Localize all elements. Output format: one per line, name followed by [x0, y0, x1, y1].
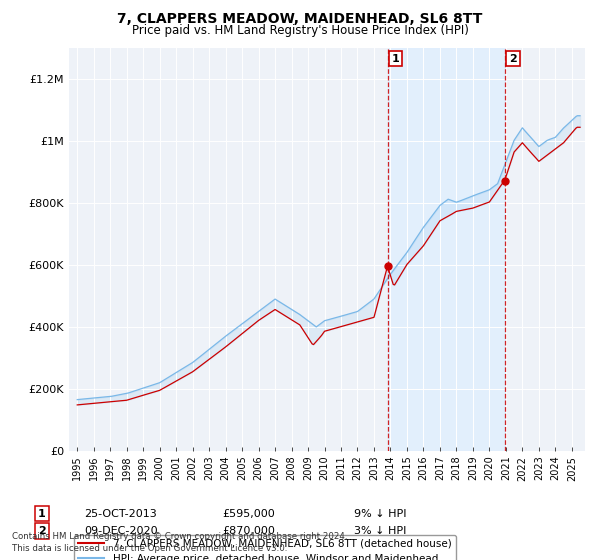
- Text: 3% ↓ HPI: 3% ↓ HPI: [354, 526, 406, 536]
- Text: Price paid vs. HM Land Registry's House Price Index (HPI): Price paid vs. HM Land Registry's House …: [131, 24, 469, 36]
- Text: 7, CLAPPERS MEADOW, MAIDENHEAD, SL6 8TT: 7, CLAPPERS MEADOW, MAIDENHEAD, SL6 8TT: [118, 12, 482, 26]
- Text: £595,000: £595,000: [222, 508, 275, 519]
- Text: 2: 2: [509, 54, 517, 64]
- Text: 1: 1: [392, 54, 400, 64]
- Text: 25-OCT-2013: 25-OCT-2013: [84, 508, 157, 519]
- Text: 09-DEC-2020: 09-DEC-2020: [84, 526, 158, 536]
- Legend: 7, CLAPPERS MEADOW, MAIDENHEAD, SL6 8TT (detached house), HPI: Average price, de: 7, CLAPPERS MEADOW, MAIDENHEAD, SL6 8TT …: [74, 535, 455, 560]
- Text: £870,000: £870,000: [222, 526, 275, 536]
- Text: Contains HM Land Registry data © Crown copyright and database right 2024.
This d: Contains HM Land Registry data © Crown c…: [12, 532, 347, 553]
- Text: 1: 1: [38, 508, 46, 519]
- Text: 9% ↓ HPI: 9% ↓ HPI: [354, 508, 407, 519]
- Bar: [388, 48, 505, 451]
- Text: 2: 2: [38, 526, 46, 536]
